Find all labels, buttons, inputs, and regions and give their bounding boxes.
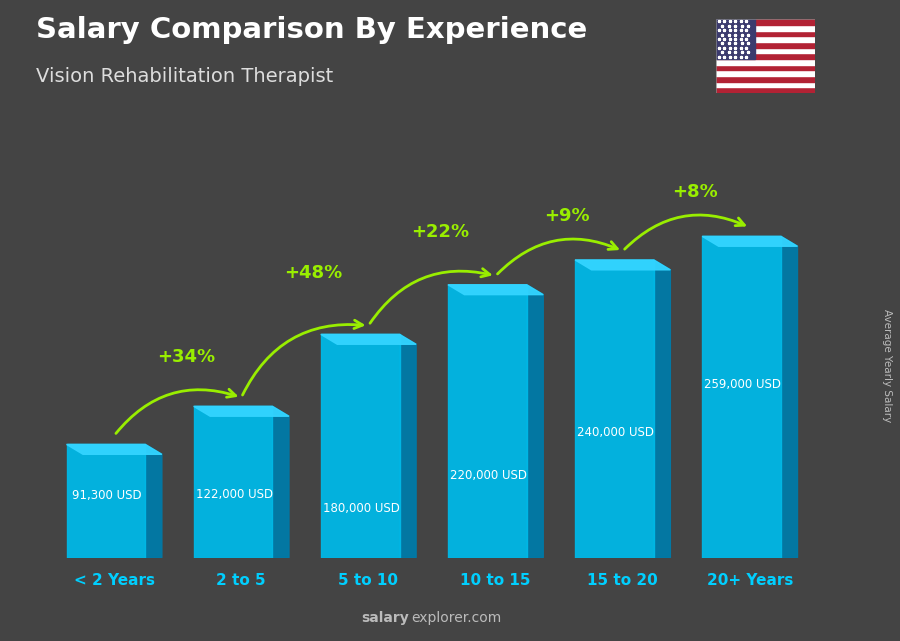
Text: 10 to 15: 10 to 15 — [460, 573, 531, 588]
Polygon shape — [448, 285, 544, 295]
Bar — [716, 47, 814, 53]
Text: 180,000 USD: 180,000 USD — [323, 502, 400, 515]
Polygon shape — [702, 237, 797, 246]
Text: 122,000 USD: 122,000 USD — [196, 488, 273, 501]
Bar — [716, 53, 814, 59]
Polygon shape — [194, 406, 289, 416]
Text: Average Yearly Salary: Average Yearly Salary — [881, 309, 892, 422]
Text: +22%: +22% — [411, 222, 469, 240]
Polygon shape — [575, 260, 653, 558]
Text: +34%: +34% — [157, 348, 215, 366]
Text: 15 to 20: 15 to 20 — [588, 573, 658, 588]
Bar — [716, 31, 814, 37]
Polygon shape — [702, 237, 781, 558]
Text: Vision Rehabilitation Therapist: Vision Rehabilitation Therapist — [36, 67, 333, 87]
Text: 2 to 5: 2 to 5 — [217, 573, 266, 588]
Bar — [716, 81, 814, 87]
Bar — [716, 19, 814, 25]
Polygon shape — [400, 335, 416, 558]
Text: 240,000 USD: 240,000 USD — [577, 426, 654, 439]
Polygon shape — [320, 335, 416, 344]
Text: 220,000 USD: 220,000 USD — [450, 469, 527, 482]
Polygon shape — [526, 285, 544, 558]
Bar — [716, 42, 814, 47]
Text: 91,300 USD: 91,300 USD — [72, 489, 142, 502]
Polygon shape — [194, 406, 273, 558]
Polygon shape — [67, 444, 162, 454]
Bar — [716, 76, 814, 81]
Text: Salary Comparison By Experience: Salary Comparison By Experience — [36, 16, 587, 44]
Polygon shape — [575, 260, 670, 270]
Bar — [716, 65, 814, 71]
Bar — [716, 37, 814, 42]
Text: +8%: +8% — [671, 183, 717, 201]
Polygon shape — [781, 237, 797, 558]
Polygon shape — [273, 406, 289, 558]
Text: +9%: +9% — [544, 206, 590, 224]
Polygon shape — [145, 444, 162, 558]
Text: 20+ Years: 20+ Years — [706, 573, 793, 588]
Polygon shape — [320, 335, 400, 558]
Text: 5 to 10: 5 to 10 — [338, 573, 399, 588]
Text: +48%: +48% — [284, 265, 342, 283]
Text: < 2 Years: < 2 Years — [74, 573, 155, 588]
Polygon shape — [67, 444, 145, 558]
Text: explorer.com: explorer.com — [411, 611, 501, 625]
Polygon shape — [653, 260, 670, 558]
Text: 259,000 USD: 259,000 USD — [705, 378, 781, 390]
Text: salary: salary — [362, 611, 410, 625]
Bar — [716, 19, 755, 59]
Bar — [716, 87, 814, 93]
Bar — [716, 25, 814, 31]
Bar — [716, 59, 814, 65]
Polygon shape — [448, 285, 526, 558]
Bar — [716, 71, 814, 76]
